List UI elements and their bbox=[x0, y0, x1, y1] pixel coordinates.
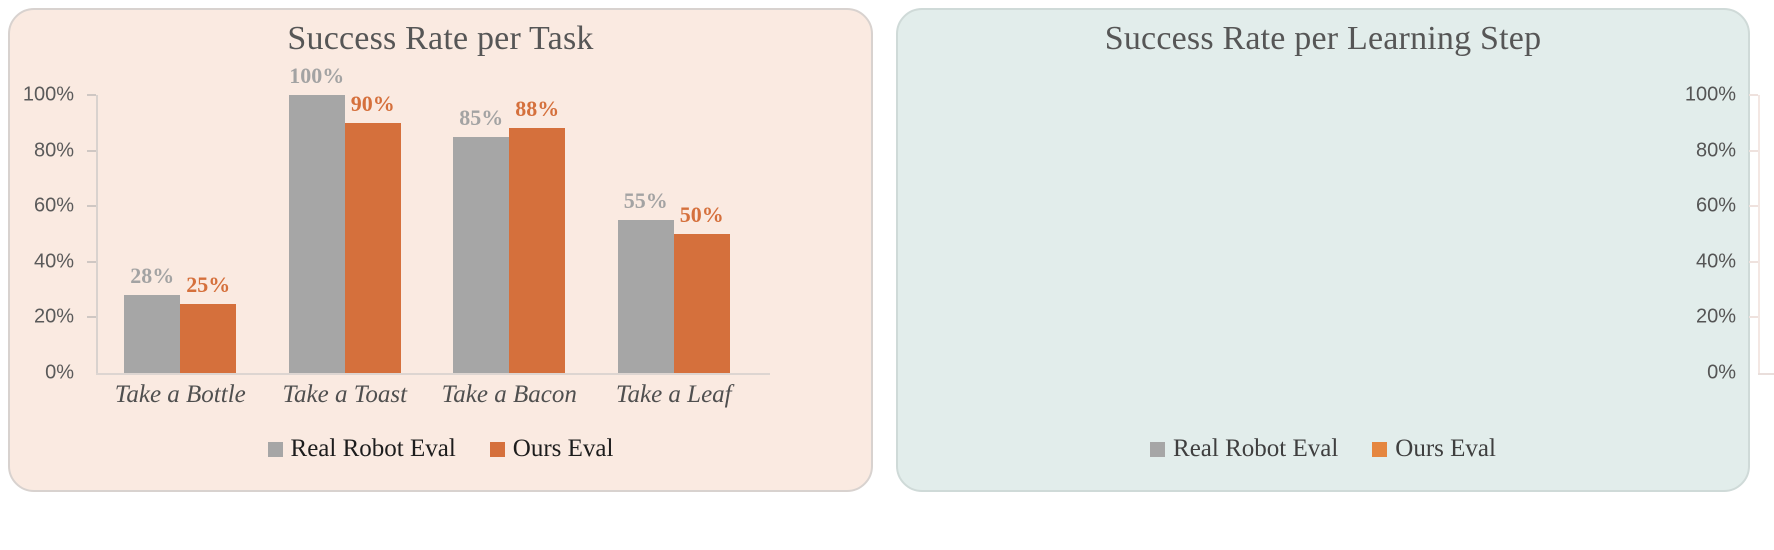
y-tick-label-60: 60% bbox=[33, 194, 74, 217]
x-axis-labels: 4K 8K 13K bbox=[1760, 381, 1774, 409]
bar-data-label: 100% bbox=[289, 63, 345, 88]
legend-swatch-icon bbox=[489, 441, 505, 457]
bar-ours-eval[interactable]: 50% bbox=[673, 202, 730, 373]
bar-group-take-a-bacon: 85% 88% bbox=[427, 95, 592, 373]
y-tick-label-20: 20% bbox=[1695, 305, 1736, 328]
legend-swatch-icon bbox=[267, 441, 283, 457]
bar-real-robot-eval[interactable]: 85% bbox=[453, 105, 510, 373]
bar-groups: 28% 25% 100% 90% bbox=[98, 63, 757, 373]
y-tick-mark-80 bbox=[1749, 149, 1758, 152]
y-tick-mark-20 bbox=[1749, 316, 1758, 319]
bar-group-take-a-leaf: 55% 50% bbox=[592, 95, 757, 373]
y-tick-mark-40 bbox=[1749, 260, 1758, 263]
legend-item-real-robot-eval[interactable]: Real Robot Eval bbox=[267, 435, 456, 463]
bar-group-4k: 40% 40% bbox=[1760, 95, 1774, 373]
legend-item-ours-eval[interactable]: Ours Eval bbox=[1372, 435, 1496, 463]
bar-data-label: 85% bbox=[459, 104, 504, 130]
y-tick-mark-100 bbox=[1749, 94, 1758, 96]
legend-label: Real Robot Eval bbox=[1173, 435, 1339, 462]
x-axis-line bbox=[1758, 373, 1774, 375]
y-tick-label-100: 100% bbox=[22, 83, 74, 106]
y-tick-label-40: 40% bbox=[33, 250, 74, 273]
x-tick-label: Take a Bacon bbox=[441, 381, 577, 408]
legend-item-real-robot-eval[interactable]: Real Robot Eval bbox=[1150, 435, 1338, 463]
bar-data-label: 25% bbox=[186, 271, 231, 297]
bar-group-take-a-bottle: 28% 25% bbox=[98, 95, 263, 373]
y-axis-line bbox=[96, 95, 98, 373]
y-tick-label-80: 80% bbox=[1695, 139, 1736, 162]
y-tick-mark-100 bbox=[87, 94, 96, 96]
x-tick-label: Take a Bottle bbox=[114, 381, 246, 408]
plot-area-task: 100% 80% 60% 40% 20% 0% 28% 25% bbox=[23, 63, 770, 408]
y-tick-label-0: 0% bbox=[1707, 361, 1736, 384]
page-title: Success Rate per Task bbox=[287, 20, 594, 57]
bar-groups: 40% 40% 61% 63% bbox=[1760, 95, 1774, 373]
y-tick-label-60: 60% bbox=[1695, 194, 1736, 217]
x-axis-line bbox=[96, 373, 770, 375]
chart-panel-success-rate-per-task: Success Rate per Task 100% 80% 60% 40% 2… bbox=[8, 8, 873, 492]
y-tick-mark-80 bbox=[87, 149, 96, 152]
x-tick-label: Take a Leaf bbox=[615, 381, 732, 408]
legend: Real Robot Eval Ours Eval bbox=[898, 435, 1748, 463]
y-tick-mark-40 bbox=[87, 260, 96, 263]
x-tick-label: 4K bbox=[1760, 381, 1774, 409]
chart-panel-success-rate-per-learning-step: Success Rate per Learning Step 100% 80% … bbox=[896, 8, 1774, 492]
bar-data-label: 50% bbox=[679, 202, 724, 227]
bar-real-robot-eval[interactable]: 100% bbox=[288, 63, 345, 373]
legend-swatch-icon bbox=[1150, 441, 1166, 457]
y-tick-mark-60 bbox=[1749, 205, 1758, 208]
legend-label: Real Robot Eval bbox=[290, 435, 456, 462]
bar-data-label: 28% bbox=[130, 263, 175, 289]
y-tick-label-100: 100% bbox=[1684, 83, 1736, 106]
bar-ours-eval[interactable]: 90% bbox=[344, 91, 401, 373]
y-axis-line bbox=[1758, 95, 1760, 373]
bar-data-label: 88% bbox=[515, 96, 560, 122]
bar-ours-eval[interactable]: 88% bbox=[509, 96, 566, 373]
legend: Real Robot Eval Ours Eval bbox=[10, 435, 871, 463]
y-tick-mark-20 bbox=[87, 316, 96, 319]
bar-ours-eval[interactable]: 25% bbox=[180, 272, 237, 373]
bar-data-label: 90% bbox=[350, 90, 395, 116]
legend-label: Ours Eval bbox=[1395, 435, 1496, 462]
legend-swatch-icon bbox=[1372, 441, 1388, 457]
y-tick-label-80: 80% bbox=[33, 139, 74, 162]
bar-real-robot-eval[interactable]: 55% bbox=[617, 188, 674, 373]
x-axis-labels: Take a Bottle Take a Toast Take a Bacon … bbox=[98, 381, 756, 409]
bar-data-label: 55% bbox=[623, 188, 668, 214]
bar-group-take-a-toast: 100% 90% bbox=[263, 63, 428, 373]
legend-item-ours-eval[interactable]: Ours Eval bbox=[489, 435, 614, 463]
legend-label: Ours Eval bbox=[512, 435, 614, 462]
y-tick-mark-60 bbox=[87, 205, 96, 208]
y-tick-label-40: 40% bbox=[1695, 250, 1736, 273]
y-tick-label-20: 20% bbox=[33, 305, 74, 328]
plot-area-learning-step: 100% 80% 60% 40% 20% 0% 40% 40% bbox=[1685, 84, 1774, 384]
y-tick-label-0: 0% bbox=[45, 361, 74, 384]
x-tick-label: Take a Toast bbox=[282, 381, 408, 408]
page-title: Success Rate per Learning Step bbox=[1104, 20, 1542, 57]
bar-real-robot-eval[interactable]: 28% bbox=[124, 263, 181, 373]
